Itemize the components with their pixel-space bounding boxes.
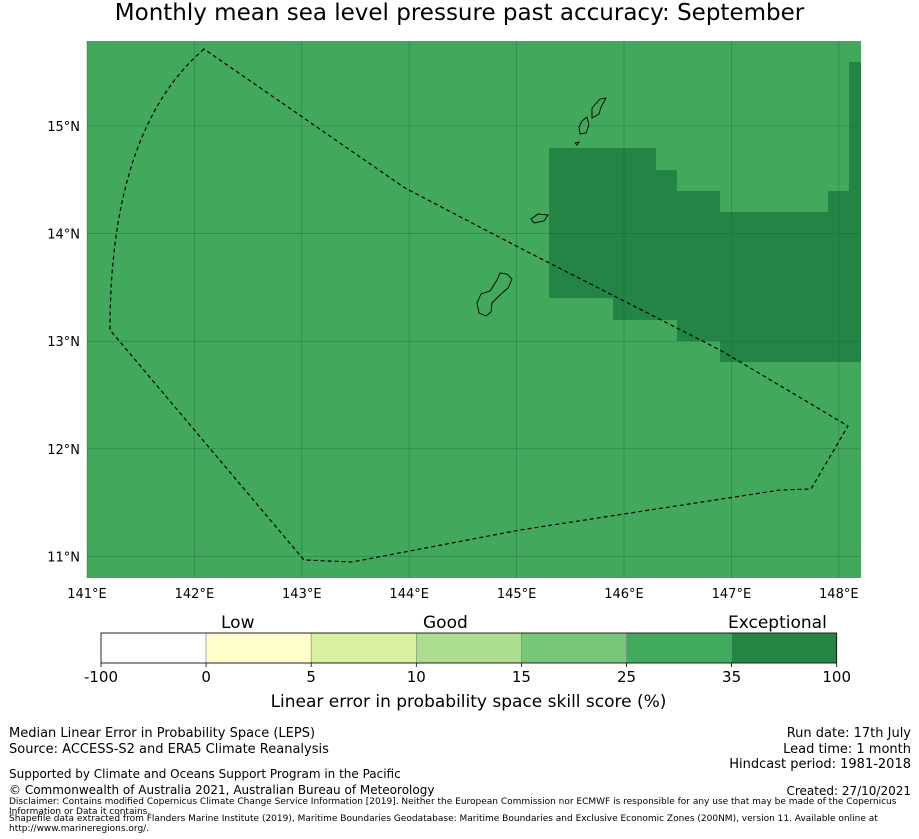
footer-shapefile: Shapefile data extracted from Flanders M… <box>9 814 878 834</box>
colorbar-segment <box>205 632 312 664</box>
page-title: Monthly mean sea level pressure past acc… <box>114 0 805 26</box>
colorbar-segment <box>626 632 732 664</box>
colorbar-segment <box>521 632 627 664</box>
legend-category-exceptional: Exceptional <box>728 613 827 633</box>
colorbar-tick-label: 35 <box>722 668 741 686</box>
footer-run-date: Run date: 17th July <box>786 726 911 741</box>
colorbar-tick-label: 25 <box>617 668 636 686</box>
colorbar-tick-label: -100 <box>84 668 118 686</box>
colorbar-segment <box>731 632 837 664</box>
lon-tick-label: 142°E <box>175 587 215 602</box>
eez-boundary <box>109 48 849 563</box>
colorbar-frame <box>100 632 838 664</box>
lat-tick-label: 14°N <box>47 228 80 243</box>
footer-method: Median Linear Error in Probability Space… <box>9 726 316 741</box>
legend-category-low: Low <box>221 613 255 633</box>
lon-tick-label: 144°E <box>389 587 429 602</box>
island-aguijan <box>574 141 581 146</box>
colorbar <box>100 632 838 664</box>
footer-disclaimer: Disclaimer: Contains modified Copernicus… <box>9 797 897 817</box>
colorbar-tick-label: 100 <box>822 668 851 686</box>
lat-tick-label: 11°N <box>47 550 80 565</box>
lon-tick-label: 141°E <box>67 587 107 602</box>
lon-tick-label: 145°E <box>497 587 537 602</box>
colorbar-tick-label: 10 <box>407 668 426 686</box>
legend-category-good: Good <box>423 613 468 633</box>
latitude-labels: 15°N 14°N 13°N 12°N 11°N <box>47 120 80 565</box>
footer-created: Created: 27/10/2021 <box>786 784 911 798</box>
colorbar-tick-label: 5 <box>306 668 316 686</box>
island-guam <box>476 272 513 317</box>
map-svg: 141°E 142°E 143°E 144°E 145°E 146°E 147°E 148°E… <box>47 41 861 686</box>
longitude-labels: 141°E 142°E 143°E 144°E 145°E 146°E 147°E 148°E <box>67 587 858 602</box>
colorbar-title: Linear error in probability space skill … <box>270 692 667 712</box>
footer-support: Supported by Climate and Oceans Support … <box>9 767 401 781</box>
footer-source: Source: ACCESS-S2 and ERA5 Climate Reana… <box>9 742 329 757</box>
colorbar-segment <box>310 632 417 664</box>
lon-tick-label: 147°E <box>712 587 752 602</box>
gridlines <box>86 41 861 578</box>
colorbar-tick-labels: -100 0 5 10 15 25 35 100 <box>84 663 851 686</box>
islands <box>476 97 607 317</box>
footer-hindcast: Hindcast period: 1981-2018 <box>729 757 911 772</box>
colorbar-tick-label: 0 <box>201 668 211 686</box>
lon-tick-label: 143°E <box>282 587 322 602</box>
island-rota <box>530 213 549 224</box>
lat-tick-label: 12°N <box>47 443 80 458</box>
island-saipan <box>591 97 607 119</box>
footer-lead-time: Lead time: 1 month <box>783 742 911 757</box>
lon-tick-label: 148°E <box>819 587 859 602</box>
lat-tick-label: 15°N <box>47 120 80 135</box>
lon-tick-label: 146°E <box>604 587 644 602</box>
exceptional-skill-region <box>549 62 861 362</box>
colorbar-tick-label: 15 <box>512 668 531 686</box>
colorbar-segment <box>415 632 522 664</box>
colorbar-segment <box>100 632 207 664</box>
island-tinian <box>578 116 590 135</box>
lat-tick-label: 13°N <box>47 335 80 350</box>
footer-copyright: © Commonwealth of Australia 2021, Austra… <box>9 783 435 797</box>
